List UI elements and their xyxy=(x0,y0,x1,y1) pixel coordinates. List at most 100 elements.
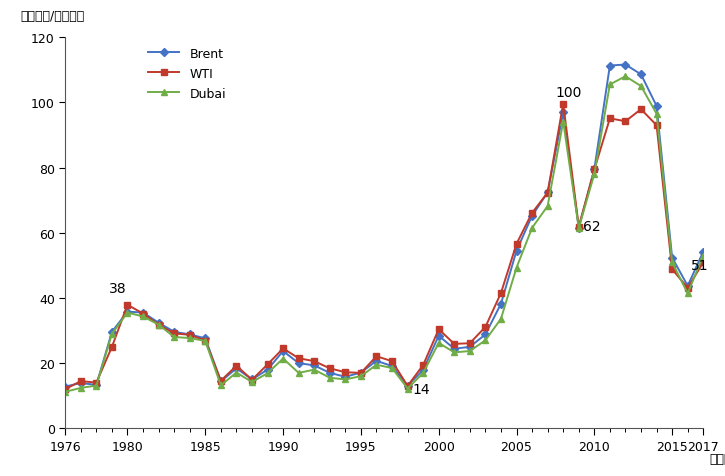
Brent xyxy=(497,301,505,307)
Line: Dubai: Dubai xyxy=(62,74,707,396)
Dubai xyxy=(559,119,568,125)
WTI xyxy=(419,362,428,368)
Brent xyxy=(76,380,85,386)
Dubai xyxy=(186,336,194,341)
Brent xyxy=(170,329,178,335)
Brent xyxy=(528,213,536,219)
Text: 14: 14 xyxy=(413,382,430,396)
Dubai xyxy=(310,367,318,373)
Brent xyxy=(92,382,101,388)
Brent xyxy=(201,336,210,341)
WTI xyxy=(107,344,116,350)
Dubai xyxy=(450,350,459,356)
Dubai xyxy=(76,385,85,391)
Brent xyxy=(232,366,241,371)
WTI xyxy=(699,260,708,266)
Dubai xyxy=(543,204,552,209)
Brent xyxy=(278,348,287,354)
Dubai xyxy=(497,316,505,322)
Brent xyxy=(637,72,645,78)
Dubai xyxy=(294,370,303,376)
Dubai xyxy=(574,226,583,231)
Brent xyxy=(559,110,568,116)
Brent xyxy=(574,226,583,231)
Dubai xyxy=(481,338,490,344)
WTI xyxy=(341,369,349,375)
WTI xyxy=(684,285,692,291)
Text: （年）: （年） xyxy=(710,452,725,465)
WTI xyxy=(92,380,101,386)
Brent xyxy=(403,383,412,388)
WTI xyxy=(388,358,397,364)
Dubai xyxy=(123,310,132,316)
Dubai xyxy=(388,366,397,371)
Dubai xyxy=(341,377,349,383)
Brent xyxy=(248,377,257,383)
Brent xyxy=(699,249,708,255)
WTI xyxy=(186,332,194,338)
Text: （米ドル/バレル）: （米ドル/バレル） xyxy=(20,10,85,22)
Brent xyxy=(652,104,661,109)
WTI xyxy=(278,346,287,352)
Dubai xyxy=(61,389,70,395)
WTI xyxy=(232,363,241,369)
WTI xyxy=(154,322,163,328)
Brent xyxy=(419,367,428,373)
Dubai xyxy=(590,172,599,178)
Dubai xyxy=(528,226,536,231)
Brent xyxy=(341,374,349,380)
Brent xyxy=(434,333,443,339)
WTI xyxy=(652,123,661,129)
WTI xyxy=(465,341,474,347)
Dubai xyxy=(684,291,692,297)
WTI xyxy=(263,362,272,367)
Brent xyxy=(372,358,381,364)
WTI xyxy=(574,224,583,230)
Dubai xyxy=(357,374,365,379)
Dubai xyxy=(138,314,147,320)
Brent xyxy=(294,360,303,366)
Dubai xyxy=(372,362,381,368)
Text: 51: 51 xyxy=(691,258,708,272)
Dubai xyxy=(217,383,225,388)
Dubai xyxy=(434,340,443,346)
WTI xyxy=(357,370,365,376)
Dubai xyxy=(201,338,210,344)
Dubai xyxy=(699,253,708,259)
Dubai xyxy=(107,331,116,337)
Dubai xyxy=(326,375,334,381)
WTI xyxy=(481,324,490,330)
WTI xyxy=(450,341,459,347)
Brent xyxy=(217,379,225,385)
Brent xyxy=(590,167,599,173)
WTI xyxy=(326,366,334,371)
Dubai xyxy=(248,379,257,385)
WTI xyxy=(512,241,521,247)
Brent xyxy=(465,344,474,350)
Brent xyxy=(107,329,116,335)
Dubai xyxy=(92,383,101,388)
Brent xyxy=(263,367,272,373)
Dubai xyxy=(232,370,241,376)
Text: 62: 62 xyxy=(584,219,601,233)
Brent xyxy=(512,248,521,254)
Dubai xyxy=(403,386,412,392)
Dubai xyxy=(668,260,676,266)
Brent xyxy=(684,283,692,289)
Brent xyxy=(605,63,614,69)
WTI xyxy=(138,311,147,317)
WTI xyxy=(372,354,381,359)
Dubai xyxy=(652,112,661,118)
Dubai xyxy=(419,370,428,376)
WTI xyxy=(621,119,630,125)
WTI xyxy=(434,327,443,332)
Dubai xyxy=(154,322,163,328)
WTI xyxy=(559,101,568,107)
Brent xyxy=(621,62,630,68)
WTI xyxy=(605,116,614,122)
Brent xyxy=(138,310,147,316)
Brent xyxy=(388,363,397,369)
Dubai xyxy=(512,265,521,271)
Brent xyxy=(543,190,552,196)
Dubai xyxy=(465,348,474,354)
